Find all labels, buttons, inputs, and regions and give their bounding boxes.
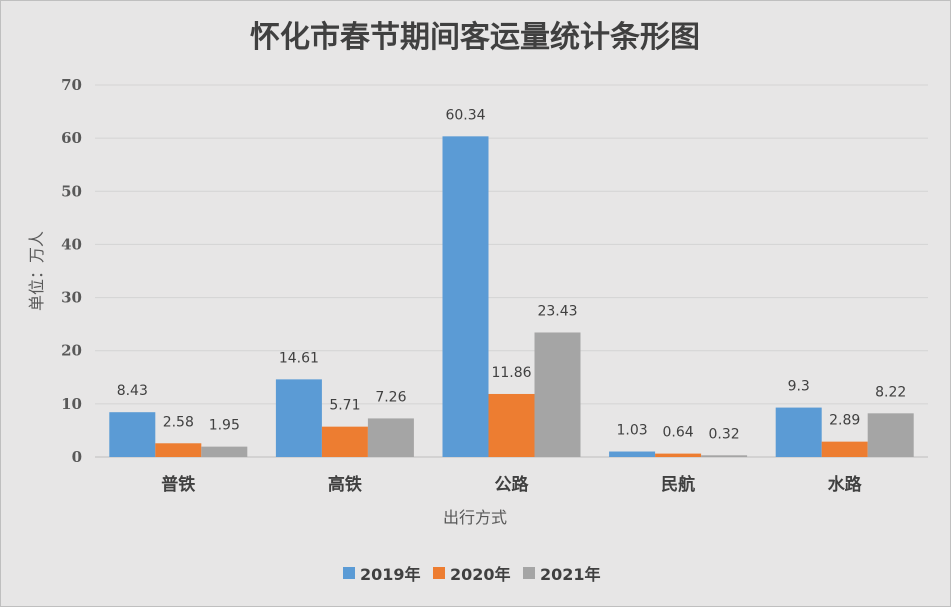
legend-label: 2020年 — [450, 565, 511, 584]
data-label: 9.3 — [788, 379, 810, 395]
x-tick-label: 公路 — [495, 474, 530, 495]
y-tick-label: 0 — [72, 448, 82, 466]
bar — [867, 413, 914, 457]
y-tick-label: 70 — [61, 76, 82, 94]
x-tick-label: 水路 — [828, 474, 863, 495]
bar — [534, 332, 581, 457]
y-tick-label: 20 — [61, 342, 82, 360]
data-label: 1.03 — [617, 423, 648, 439]
x-tick-label: 普铁 — [161, 474, 195, 495]
bar — [367, 418, 414, 457]
y-tick-label: 50 — [61, 182, 82, 200]
legend-swatch — [433, 567, 445, 579]
legend-swatch — [523, 567, 535, 579]
legend-label: 2019年 — [360, 565, 421, 584]
data-label: 11.86 — [491, 365, 531, 381]
data-label: 8.22 — [875, 384, 906, 400]
x-tick-label: 民航 — [661, 474, 695, 495]
chart-title: 怀化市春节期间客运量统计条形图 — [250, 20, 700, 55]
data-label: 5.71 — [329, 398, 360, 414]
bar — [155, 443, 202, 457]
data-label: 0.64 — [663, 425, 694, 441]
y-tick-label: 10 — [61, 395, 82, 413]
x-axis-label: 出行方式 — [443, 508, 507, 527]
data-label: 8.43 — [117, 383, 148, 399]
data-label: 0.32 — [709, 426, 740, 442]
bar — [442, 136, 489, 457]
y-tick-label: 30 — [61, 289, 82, 307]
data-label: 23.43 — [537, 303, 577, 319]
bar — [201, 446, 248, 457]
data-label: 7.26 — [375, 389, 406, 405]
bar — [775, 407, 822, 457]
bar — [275, 379, 322, 457]
bar — [609, 451, 656, 457]
bar — [821, 441, 868, 457]
legend-label: 2021年 — [540, 565, 601, 584]
bar — [655, 453, 702, 457]
bar — [109, 412, 156, 457]
data-label: 60.34 — [445, 107, 485, 123]
bar — [321, 426, 368, 457]
y-tick-label: 60 — [61, 129, 82, 147]
bar — [488, 393, 535, 457]
data-label: 2.89 — [829, 413, 860, 429]
legend-swatch — [343, 567, 355, 579]
y-axis-label: 单位：万人 — [27, 231, 46, 311]
data-label: 1.95 — [209, 418, 240, 434]
x-tick-label: 高铁 — [328, 474, 362, 495]
y-tick-label: 40 — [61, 235, 82, 253]
data-label: 2.58 — [163, 414, 194, 430]
bar — [701, 455, 748, 457]
data-label: 14.61 — [279, 350, 319, 366]
